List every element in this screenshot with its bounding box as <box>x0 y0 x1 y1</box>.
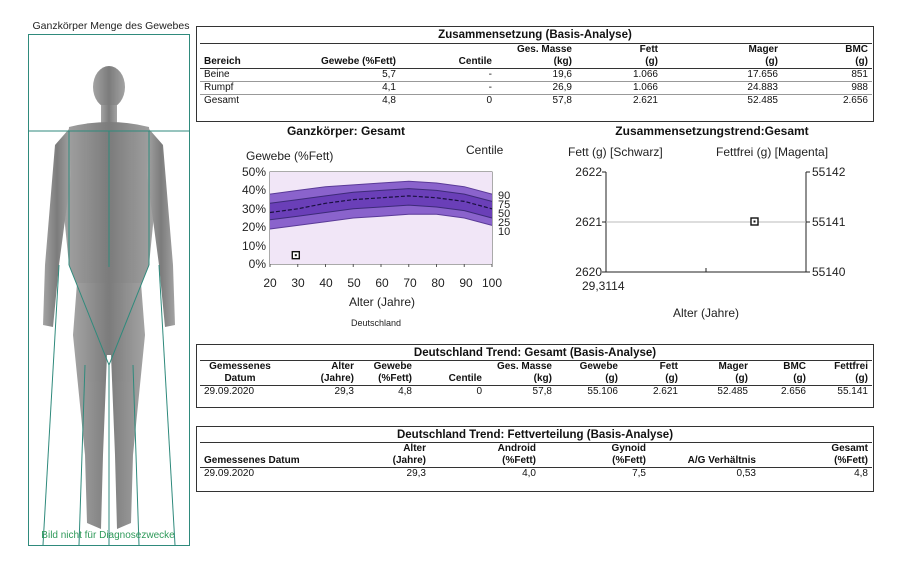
trend-fat-table-title: Deutschland Trend: Fettverteilung (Basis… <box>396 429 674 441</box>
trend-right-tick: 55140 <box>812 265 846 279</box>
centile-line-50 <box>269 195 493 214</box>
centile-line-10 <box>269 213 493 230</box>
trend-total-table-title: Deutschland Trend: Gesamt (Basis-Analyse… <box>413 347 657 359</box>
table-row: Gesamt 4,8 0 57,8 2.621 52.485 2.656 <box>204 95 868 106</box>
composition-table-box: Zusammensetzung (Basis-Analyse) Ges. Mas… <box>196 26 874 122</box>
x-tick-label: 30 <box>291 276 305 290</box>
composition-table-title: Zusammensetzung (Basis-Analyse) <box>438 29 632 41</box>
centile-line-75 <box>269 188 493 204</box>
trend-right-label: Fettfrei (g) [Magenta] <box>716 145 828 159</box>
y-tick-label: 50% <box>242 165 266 179</box>
composition-table: Ges. Masse Fett Mager BMC Bereich Gewebe… <box>200 43 872 107</box>
x-tick-label: 90 <box>459 276 473 290</box>
scan-title: Ganzkörper Menge des Gewebes <box>32 20 190 32</box>
patient-points <box>291 250 301 260</box>
centile-chart: Gewebe (%Fett) Centile 50% 40% 30% 20% 1… <box>242 143 510 328</box>
trend-chart-title: Zusammensetzungstrend:Gesamt <box>615 124 809 138</box>
centile-label: 25 <box>498 217 510 229</box>
body-silhouette <box>29 66 189 546</box>
x-tick-label: 100 <box>482 276 502 290</box>
table-row: Beine 5,7 - 19,6 1.066 17.656 851 <box>200 68 872 82</box>
trend-total-table-box: Deutschland Trend: Gesamt (Basis-Analyse… <box>196 344 874 408</box>
composition-header: Bereich Gewebe (%Fett) Centile (kg) (g) … <box>200 56 872 69</box>
y-axis-ticks: 50% 40% 30% 20% 10% 0% <box>242 165 266 271</box>
trend-data-point-core <box>753 220 756 223</box>
x-tick-label: 20 <box>263 276 277 290</box>
centile-label: 90 <box>498 190 510 202</box>
trend-left-tick: 2621 <box>575 215 602 229</box>
y-tick-label: 10% <box>242 239 266 253</box>
centile-label: 50 <box>498 208 510 220</box>
table-row: 29.09.2020 29,3 4,8 0 57,8 55.106 2.621 … <box>204 386 868 397</box>
trend-total-header: Datum (Jahre) (%Fett) Centile (kg) (g) (… <box>200 373 872 386</box>
trend-x-label: Alter (Jahre) <box>673 306 739 320</box>
x-tick-label: 40 <box>319 276 333 290</box>
trend-left-tick: 2622 <box>575 165 602 179</box>
centile-chart-title: Ganzkörper: Gesamt <box>286 124 406 138</box>
trend-fat-table: Alter Android Gynoid Gesamt Gemessenes D… <box>200 442 872 480</box>
trend-right-tick: 55142 <box>812 165 846 179</box>
scan-disclaimer: Bild nicht für Diagnosezwecke <box>41 530 175 541</box>
centile-label: 75 <box>498 199 510 211</box>
body-scan-image <box>28 34 190 546</box>
centile-right-label: Centile <box>466 143 504 157</box>
table-row: Rumpf 4,1 - 26,9 1.066 24.883 988 <box>200 81 872 95</box>
centile-bands <box>269 172 493 267</box>
trend-right-tick: 55141 <box>812 215 846 229</box>
table-row: 29.09.2020 29,3 4,0 7,5 0,53 4,8 <box>204 468 868 479</box>
trend-x-tick: 29,3114 <box>582 279 625 293</box>
trend-left-label: Fett (g) [Schwarz] <box>568 145 663 159</box>
y-tick-label: 0% <box>249 257 267 271</box>
y-tick-label: 20% <box>242 220 266 234</box>
trend-total-header-top: Gemessenes Alter Gewebe Ges. Masse Geweb… <box>209 361 868 372</box>
patient-data-point-core <box>294 254 297 257</box>
trend-fat-header-top: Alter Android Gynoid Gesamt <box>403 443 868 454</box>
trend-total-table: Gemessenes Alter Gewebe Ges. Masse Geweb… <box>200 360 872 398</box>
centile-y-label: Gewebe (%Fett) <box>246 149 333 163</box>
centile-label: 10 <box>498 226 510 238</box>
x-tick-label: 60 <box>375 276 389 290</box>
x-tick-label: 70 <box>403 276 417 290</box>
x-tick-label: 80 <box>431 276 445 290</box>
trend-fat-table-box: Deutschland Trend: Fettverteilung (Basis… <box>196 426 874 492</box>
y-tick-label: 30% <box>242 202 266 216</box>
x-axis-ticks: 20 30 40 50 60 70 80 90 100 <box>263 276 502 290</box>
composition-header-top: Ges. Masse Fett Mager BMC <box>516 44 868 55</box>
trend-fat-header: Gemessenes Datum (Jahre) (%Fett) (%Fett)… <box>200 455 872 468</box>
centile-line-25 <box>269 204 493 221</box>
trend-left-tick: 2620 <box>575 265 602 279</box>
trend-chart: Fett (g) [Schwarz] Fettfrei (g) [Magenta… <box>568 145 846 320</box>
x-tick-label: 50 <box>347 276 361 290</box>
centile-x-label: Alter (Jahre) <box>349 295 415 309</box>
centile-footnote: Deutschland <box>351 318 401 328</box>
trend-axes <box>602 171 810 273</box>
y-tick-label: 40% <box>242 183 266 197</box>
centile-labels: 90 75 50 25 10 <box>498 190 510 238</box>
centile-line-90 <box>269 180 493 195</box>
